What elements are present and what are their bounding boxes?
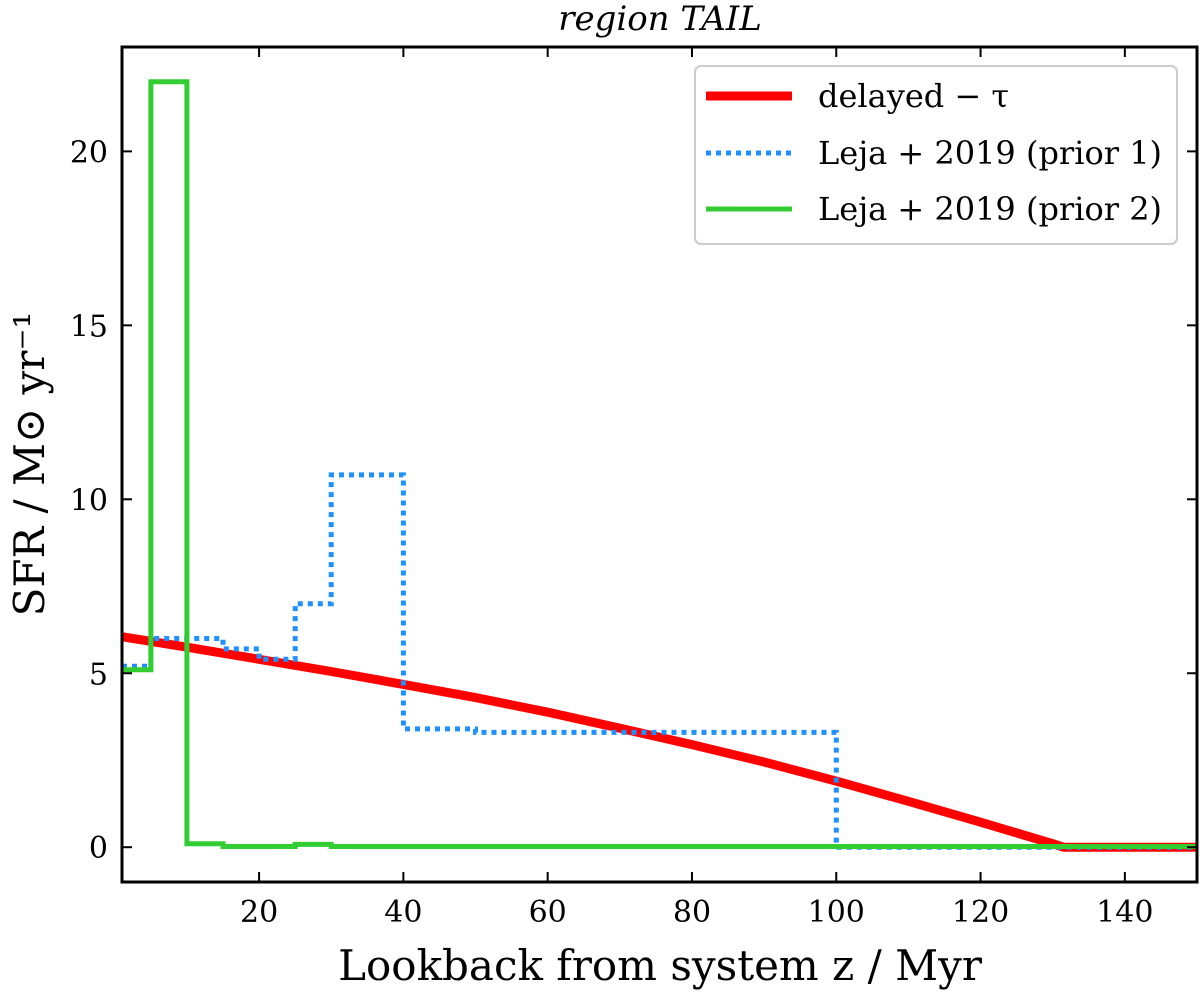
legend-box: [694, 65, 1178, 245]
x-tick-label: 80: [673, 895, 711, 930]
legend-label-1: Leja + 2019 (prior 1): [818, 134, 1162, 172]
x-tick-label: 20: [240, 895, 278, 930]
y-axis-label: SFR / M⊙ yr⁻¹: [5, 312, 54, 617]
x-tick-label: 120: [952, 895, 1009, 930]
y-tick-label: 0: [89, 831, 108, 866]
x-axis-label: Lookback from system z / Myr: [338, 941, 983, 990]
series-line-0: [122, 632, 1197, 852]
x-tick-label: 140: [1096, 895, 1153, 930]
y-tick-label: 10: [70, 483, 108, 518]
y-tick-label: 5: [89, 657, 108, 692]
y-tick-label: 15: [70, 309, 108, 344]
chart-title: region TAIL: [558, 0, 762, 39]
legend-label-0: delayed − τ: [818, 77, 1009, 115]
legend-label-2: Leja + 2019 (prior 2): [818, 190, 1162, 228]
x-tick-label: 40: [384, 895, 422, 930]
x-tick-label: 100: [808, 895, 865, 930]
ticks-layer: 20 40 60 80 100 120 140 0 5 10 15 20: [70, 47, 1197, 930]
x-tick-label: 60: [529, 895, 567, 930]
series-line-1: [122, 472, 1197, 850]
series-layer: [122, 79, 1197, 852]
series-line-2: [122, 79, 1197, 849]
legend: delayed − τ Leja + 2019 (prior 1) Leja + 2…: [694, 65, 1178, 245]
plot-frame: [120, 45, 1199, 884]
y-tick-label: 20: [70, 135, 108, 170]
